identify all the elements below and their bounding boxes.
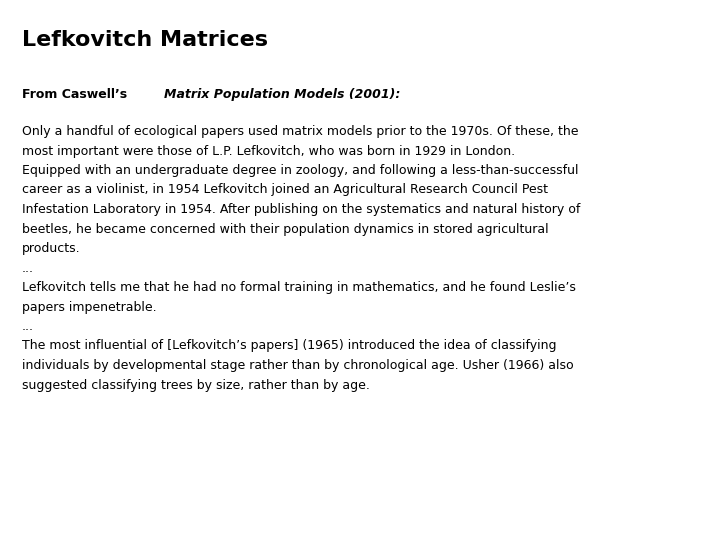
Text: individuals by developmental stage rather than by chronological age. Usher (1966: individuals by developmental stage rathe… [22,359,574,372]
Text: products.: products. [22,242,81,255]
Text: most important were those of L.P. Lefkovitch, who was born in 1929 in London.: most important were those of L.P. Lefkov… [22,145,515,158]
Text: papers impenetrable.: papers impenetrable. [22,300,157,314]
Text: Infestation Laboratory in 1954. After publishing on the systematics and natural : Infestation Laboratory in 1954. After pu… [22,203,580,216]
Text: beetles, he became concerned with their population dynamics in stored agricultur: beetles, he became concerned with their … [22,222,549,235]
Text: career as a violinist, in 1954 Lefkovitch joined an Agricultural Research Counci: career as a violinist, in 1954 Lefkovitc… [22,184,548,197]
Text: The most influential of [Lefkovitch’s papers] (1965) introduced the idea of clas: The most influential of [Lefkovitch’s pa… [22,340,557,353]
Text: From Caswell’s: From Caswell’s [22,88,132,101]
Text: ...: ... [22,320,34,333]
Text: Matrix Population Models (2001):: Matrix Population Models (2001): [164,88,400,101]
Text: Only a handful of ecological papers used matrix models prior to the 1970s. Of th: Only a handful of ecological papers used… [22,125,578,138]
Text: Lefkovitch tells me that he had no formal training in mathematics, and he found : Lefkovitch tells me that he had no forma… [22,281,576,294]
Text: Lefkovitch Matrices: Lefkovitch Matrices [22,30,268,50]
Text: suggested classifying trees by size, rather than by age.: suggested classifying trees by size, rat… [22,379,370,392]
Text: Equipped with an undergraduate degree in zoology, and following a less-than-succ: Equipped with an undergraduate degree in… [22,164,578,177]
Text: ...: ... [22,261,34,274]
